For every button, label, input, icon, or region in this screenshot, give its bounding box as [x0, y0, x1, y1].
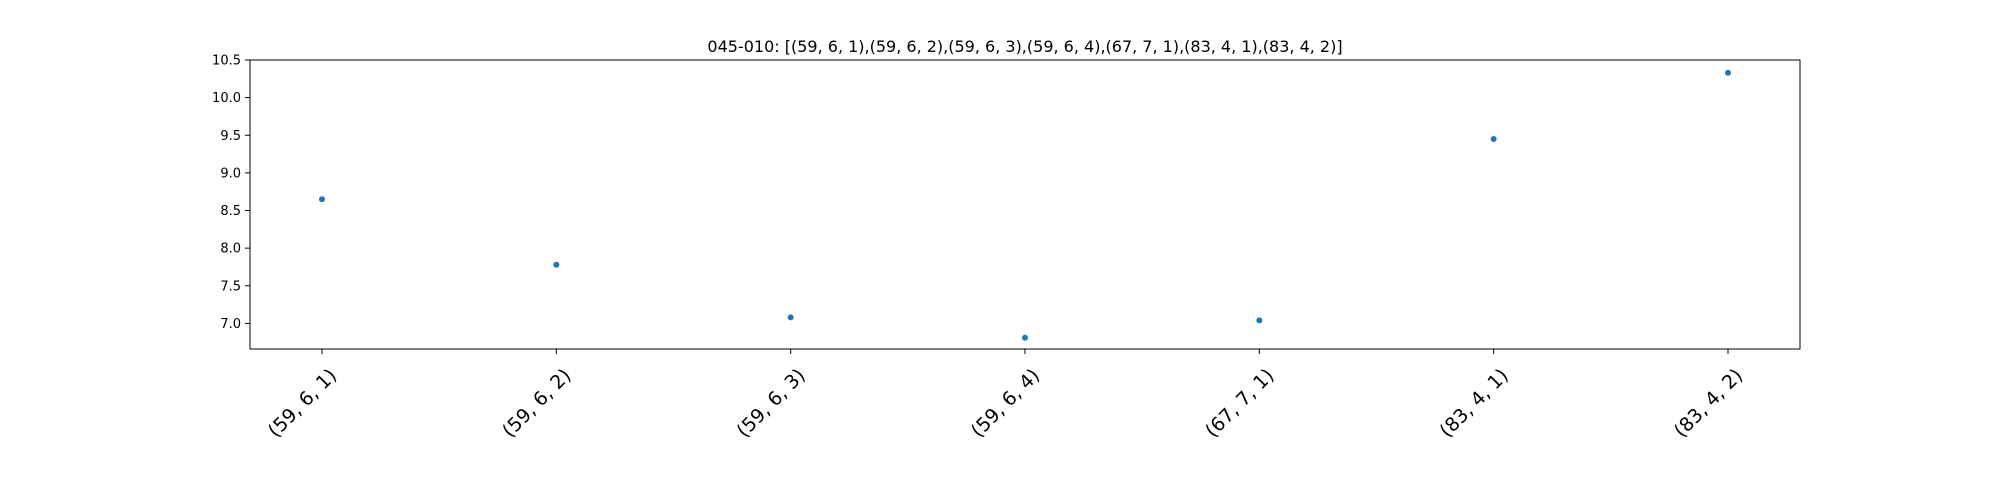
plot-area-frame [249, 59, 1801, 350]
data-point [787, 314, 794, 321]
data-point [1256, 317, 1263, 324]
x-tick-label: (83, 4, 2) [1670, 365, 1747, 442]
y-tick-label: 8.0 [220, 242, 241, 257]
data-point [1490, 136, 1497, 143]
y-tick-label: 7.0 [220, 317, 241, 332]
y-tick-label: 8.5 [220, 204, 241, 219]
chart-title: 045-010: [(59, 6, 1),(59, 6, 2),(59, 6, … [707, 37, 1342, 56]
x-tick-label: (59, 6, 3) [732, 365, 809, 442]
data-points [319, 69, 1731, 341]
y-tick-label: 10.0 [212, 91, 241, 106]
x-axis: (59, 6, 1) (59, 6, 2) (59, 6, 3) (59, 6, 4)… [264, 349, 1747, 442]
y-tick-label: 9.5 [220, 129, 241, 144]
data-point [1022, 334, 1028, 341]
y-axis: 7.0 7.5 8.0 8.5 9.0 9.5 10.0 10.5 [212, 54, 250, 332]
data-point [1725, 69, 1731, 76]
x-tick-label: (67, 7, 1) [1201, 365, 1278, 442]
y-tick-label: 7.5 [220, 279, 241, 294]
data-point [553, 261, 560, 268]
y-tick-label: 10.5 [212, 54, 241, 69]
x-tick-label: (59, 6, 4) [967, 365, 1044, 442]
x-tick-label: (59, 6, 1) [264, 365, 341, 442]
data-point [319, 196, 325, 203]
y-tick-label: 9.0 [220, 166, 241, 181]
x-tick-label: (59, 6, 2) [498, 365, 575, 442]
x-tick-label: (83, 4, 1) [1435, 365, 1512, 442]
